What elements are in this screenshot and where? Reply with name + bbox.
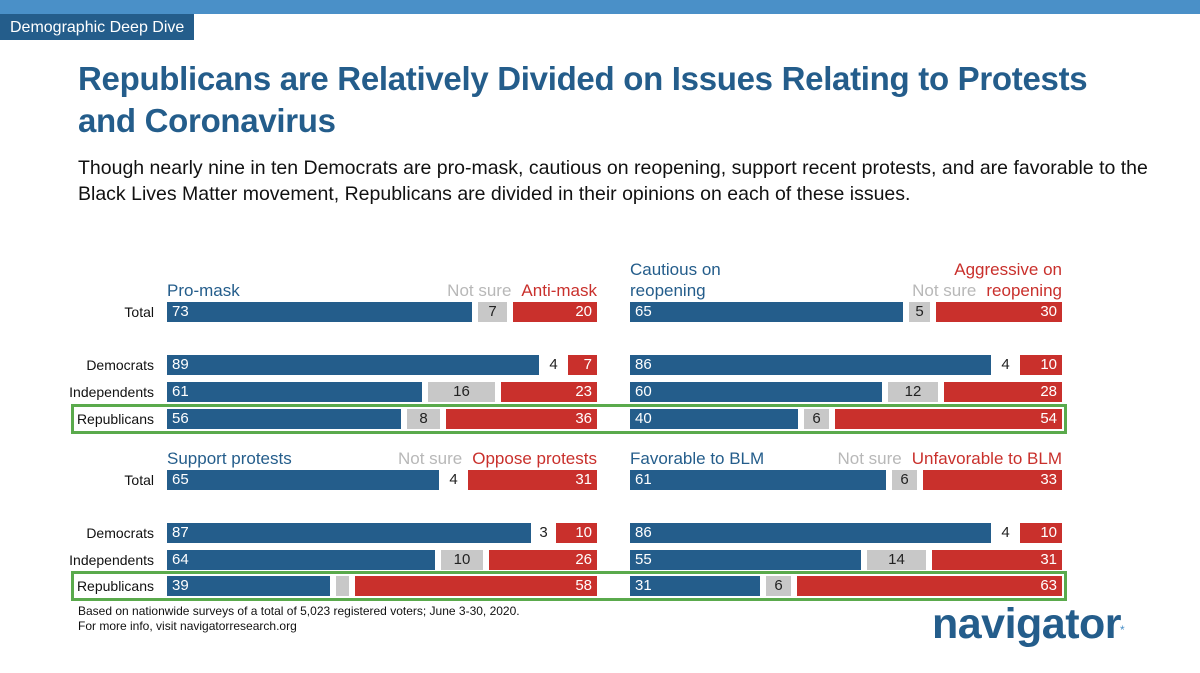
bar-democrats-not-sure: 4 (1001, 356, 1010, 373)
bar-independents-positive: 55 (630, 550, 861, 570)
bar-independents-positive: 64 (167, 550, 435, 570)
bar-democrats-negative: 10 (556, 523, 597, 543)
bar-total-positive: 65 (167, 470, 439, 490)
republicans-highlight-box (71, 571, 1067, 601)
legend-positive-label: Support protests (167, 449, 292, 468)
bar-republicans-negative: 54 (835, 409, 1062, 429)
bar-republicans-positive: 31 (630, 576, 760, 596)
legend-negative-label: Oppose protests (472, 449, 597, 468)
legend-negative-label: Aggressive on reopening (954, 260, 1062, 300)
bar-independents-negative: 31 (932, 550, 1062, 570)
row-label-independents: Independents (69, 384, 154, 400)
bar-total-negative: 31 (468, 470, 597, 490)
bar-democrats-negative: 10 (1020, 523, 1062, 543)
bar-democrats-positive: 87 (167, 523, 531, 543)
bar-total-positive: 61 (630, 470, 886, 490)
bar-democrats-positive: 86 (630, 523, 991, 543)
footnote-link[interactable]: For more info, visit navigatorresearch.o… (78, 619, 297, 633)
bar-democrats-negative: 7 (568, 355, 597, 375)
bar-total-not-sure: 6 (892, 470, 917, 490)
bar-total-positive: 65 (630, 302, 903, 322)
legend-positive-label: Favorable to BLM (630, 449, 765, 468)
bar-independents-negative: 26 (489, 550, 597, 570)
legend-not-sure-label: Not sure (837, 449, 902, 468)
section-tag: Demographic Deep Dive (0, 14, 195, 40)
bar-independents-not-sure: 14 (867, 550, 926, 570)
row-label-republicans: Republicans (76, 578, 154, 594)
bar-democrats-positive: 89 (167, 355, 539, 375)
bar-total-positive: 73 (167, 302, 472, 322)
bar-democrats-negative: 10 (1020, 355, 1062, 375)
legend-positive-label: Pro-mask (167, 281, 240, 300)
bar-independents-not-sure: 16 (428, 382, 495, 402)
bar-independents-not-sure: 12 (888, 382, 938, 402)
bar-republicans-not-sure: 8 (407, 409, 440, 429)
bar-independents-negative: 28 (944, 382, 1062, 402)
logo-star-icon: * (1120, 623, 1125, 637)
bar-democrats-positive: 86 (630, 355, 991, 375)
page-subtitle: Though nearly nine in ten Democrats are … (78, 157, 1148, 205)
navigator-logo: navigator (932, 600, 1122, 648)
bar-total-not-sure: 7 (478, 302, 507, 322)
bar-republicans-positive: 39 (167, 576, 330, 596)
bar-democrats-not-sure: 4 (1001, 524, 1010, 541)
bar-republicans-not-sure: 6 (766, 576, 791, 596)
row-label-total: Total (124, 304, 154, 320)
page-title: Republicans are Relatively Divided on Is… (78, 60, 1088, 139)
bar-total-negative: 33 (923, 470, 1062, 490)
bar-total-negative: 20 (513, 302, 597, 322)
bar-republicans-negative: 36 (446, 409, 597, 429)
bar-republicans-not-sure (336, 576, 349, 596)
top-accent-bar (0, 0, 1200, 14)
footnote: Based on nationwide surveys of a total o… (78, 604, 520, 634)
legend-positive-label: Cautious on reopening (630, 260, 721, 300)
bar-independents-positive: 60 (630, 382, 882, 402)
bar-democrats-not-sure: 3 (539, 524, 548, 541)
row-label-independents: Independents (69, 552, 154, 568)
bar-total-negative: 30 (936, 302, 1062, 322)
legend-negative-label: Unfavorable to BLM (911, 449, 1062, 468)
bar-total-not-sure: 5 (909, 302, 930, 322)
bar-republicans-positive: 56 (167, 409, 401, 429)
bar-republicans-positive: 40 (630, 409, 798, 429)
bar-independents-not-sure: 10 (441, 550, 483, 570)
row-label-democrats: Democrats (86, 357, 154, 373)
legend-not-sure-label: Not sure (447, 281, 512, 300)
bar-democrats-not-sure: 4 (549, 356, 558, 373)
legend-negative-label: Anti-mask (521, 281, 597, 300)
legend-not-sure-label: Not sure (398, 449, 463, 468)
row-label-republicans: Republicans (76, 411, 154, 427)
bar-total-not-sure: 4 (449, 471, 458, 488)
footnote-source: Based on nationwide surveys of a total o… (78, 604, 520, 618)
bar-independents-negative: 23 (501, 382, 597, 402)
bar-republicans-negative: 58 (355, 576, 597, 596)
row-label-total: Total (124, 472, 154, 488)
legend-not-sure-label: Not sure (912, 281, 977, 300)
republicans-highlight-box (71, 404, 1067, 434)
row-label-democrats: Democrats (86, 525, 154, 541)
bar-republicans-not-sure: 6 (804, 409, 829, 429)
bar-republicans-negative: 63 (797, 576, 1062, 596)
bar-independents-positive: 61 (167, 382, 422, 402)
